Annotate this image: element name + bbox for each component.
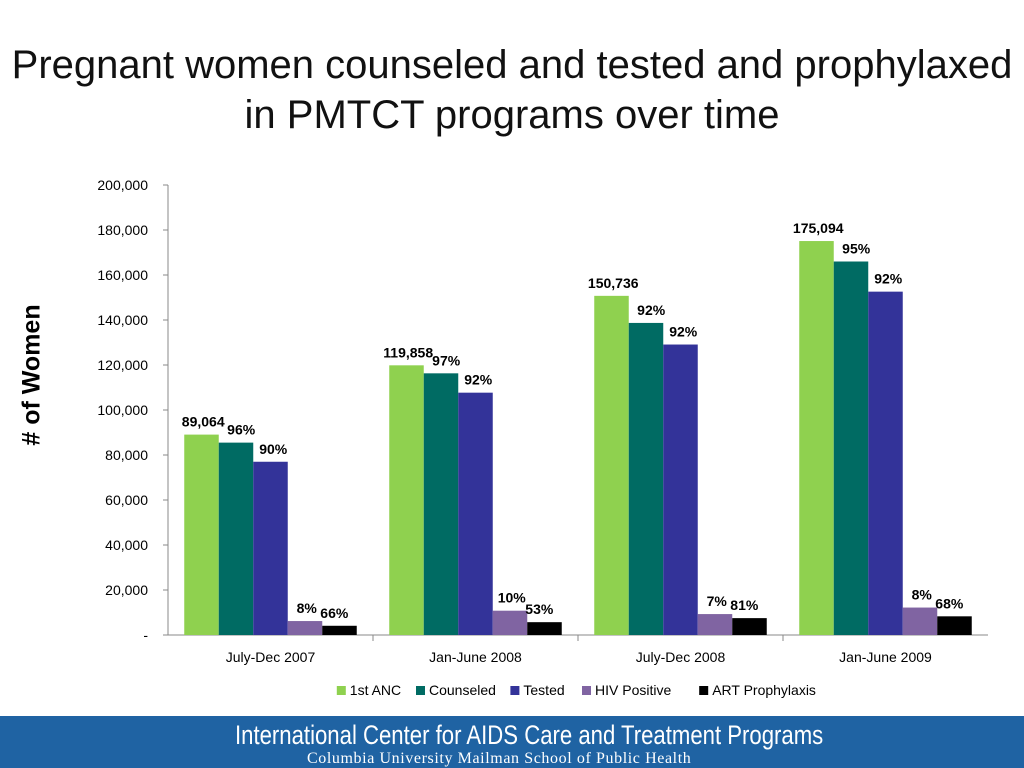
bar <box>287 621 323 635</box>
legend-entry: 1st ANC <box>350 682 401 698</box>
legend-entry: ART Prophylaxis <box>712 682 816 698</box>
data-label: 150,736 <box>588 275 639 291</box>
legend-swatch <box>699 686 709 695</box>
footer-org-name: International Center for AIDS Care and T… <box>235 720 824 750</box>
data-label: 66% <box>320 605 349 621</box>
y-tick-label: 160,000 <box>97 267 148 283</box>
x-tick-label: July-Dec 2007 <box>226 649 316 665</box>
footer-banner: International Center for AIDS Care and T… <box>0 716 1024 768</box>
y-tick-label: 80,000 <box>105 447 148 463</box>
bar <box>527 622 562 635</box>
data-label: 8% <box>912 587 933 603</box>
y-tick-label: 200,000 <box>97 177 148 193</box>
legend-entry: Counseled <box>429 682 496 698</box>
data-label: 8% <box>297 600 318 616</box>
data-label: 90% <box>259 441 288 457</box>
data-label: 95% <box>842 241 871 257</box>
bar <box>322 625 357 635</box>
bar <box>697 614 733 635</box>
x-tick-label: July-Dec 2008 <box>636 649 726 665</box>
y-tick-label: - <box>143 627 148 643</box>
bar <box>868 291 903 635</box>
data-label: 175,094 <box>793 220 844 236</box>
data-label: 96% <box>227 422 256 438</box>
y-tick-label: 180,000 <box>97 222 148 238</box>
y-tick-label: 40,000 <box>105 537 148 553</box>
bar <box>833 261 869 635</box>
bar <box>389 365 424 635</box>
data-label: 97% <box>432 352 461 368</box>
legend-swatch <box>336 686 346 695</box>
bar <box>799 241 834 635</box>
slide-title: Pregnant women counseled and tested and … <box>11 43 1013 137</box>
bar <box>937 616 972 635</box>
bar <box>492 610 528 635</box>
x-tick-label: Jan-June 2009 <box>839 649 932 665</box>
bar <box>184 434 219 635</box>
data-label: 7% <box>707 593 728 609</box>
x-tick-label: Jan-June 2008 <box>429 649 522 665</box>
legend-swatch <box>416 686 425 695</box>
bar <box>423 373 459 635</box>
bar <box>458 392 493 635</box>
bar <box>628 322 664 635</box>
footer-school-name: Columbia University Mailman School of Pu… <box>307 750 692 767</box>
data-label: 119,858 <box>383 344 433 360</box>
data-label: 92% <box>464 372 493 388</box>
bar <box>902 607 938 635</box>
y-tick-label: 140,000 <box>97 312 148 328</box>
y-tick-label: 120,000 <box>97 357 148 373</box>
data-label: 68% <box>935 595 964 611</box>
data-label: 92% <box>669 324 698 340</box>
legend-swatch <box>510 686 520 695</box>
legend-swatch <box>582 686 591 695</box>
bar <box>732 618 767 635</box>
bar <box>253 461 288 635</box>
bar <box>663 344 698 635</box>
y-tick-label: 20,000 <box>105 582 148 598</box>
data-label: 53% <box>525 601 554 617</box>
y-tick-label: 100,000 <box>97 402 148 418</box>
data-label: 92% <box>874 271 903 287</box>
legend-entry: HIV Positive <box>595 682 671 698</box>
legend-entry: Tested <box>523 682 564 698</box>
bar <box>218 442 254 635</box>
bar-chart: - 20,000 40,000 60,000 80,000 100,000 120,000 1… <box>97 177 988 698</box>
data-label: 92% <box>637 302 666 318</box>
bar <box>594 295 629 635</box>
y-tick-label: 60,000 <box>105 492 148 508</box>
data-label: 89,064 <box>182 414 225 430</box>
data-label: 10% <box>498 590 527 606</box>
data-label: 81% <box>730 597 759 613</box>
